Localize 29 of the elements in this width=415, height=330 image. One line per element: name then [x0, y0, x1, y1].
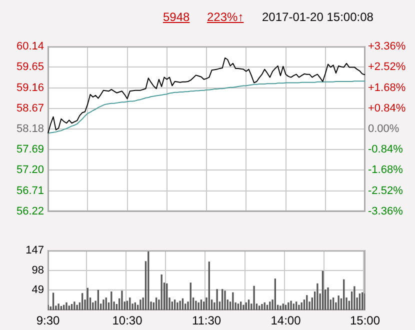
y-tick-label: 59.16 — [16, 82, 44, 94]
x-tick-label: 11:30 — [192, 314, 222, 328]
text: 5948 — [163, 10, 190, 24]
y2-tick-label: 0.00% — [368, 123, 400, 136]
y2-tick-label: -1.68% — [368, 164, 404, 176]
x-tick-label: 15:00 — [350, 314, 380, 328]
y2-tick-label: +1.68% — [368, 82, 406, 94]
y-tick-label: 49 — [32, 284, 44, 296]
y2-tick-label: +0.84% — [368, 102, 406, 114]
y-tick-label: 56.22 — [16, 205, 44, 218]
x-tick-label: 9:30 — [36, 314, 60, 328]
y2-tick-label: +2.52% — [368, 61, 406, 74]
y-tick-label: 98 — [32, 264, 44, 276]
text: 2017-01-20 15:00:08 — [262, 10, 374, 24]
y-tick-label: 57.20 — [16, 164, 44, 176]
x-tick-label: 14:00 — [270, 314, 302, 328]
x-tick-label: 10:30 — [112, 314, 143, 328]
y-tick-label: 58.18 — [16, 123, 44, 136]
y-tick-label: 56.71 — [16, 184, 44, 197]
text: 223%↑ — [207, 10, 244, 24]
y-tick-label: 60.14 — [16, 40, 44, 53]
y2-tick-label: -2.52% — [368, 184, 404, 197]
y-tick-label: 59.65 — [16, 61, 44, 74]
y-tick-label: 57.69 — [16, 144, 44, 156]
y-tick-label: 147 — [26, 244, 44, 257]
y2-tick-label: +3.36% — [368, 40, 406, 53]
y2-tick-label: -3.36% — [368, 205, 404, 218]
y-tick-label: 58.67 — [16, 102, 44, 114]
y2-tick-label: -0.84% — [368, 144, 404, 156]
